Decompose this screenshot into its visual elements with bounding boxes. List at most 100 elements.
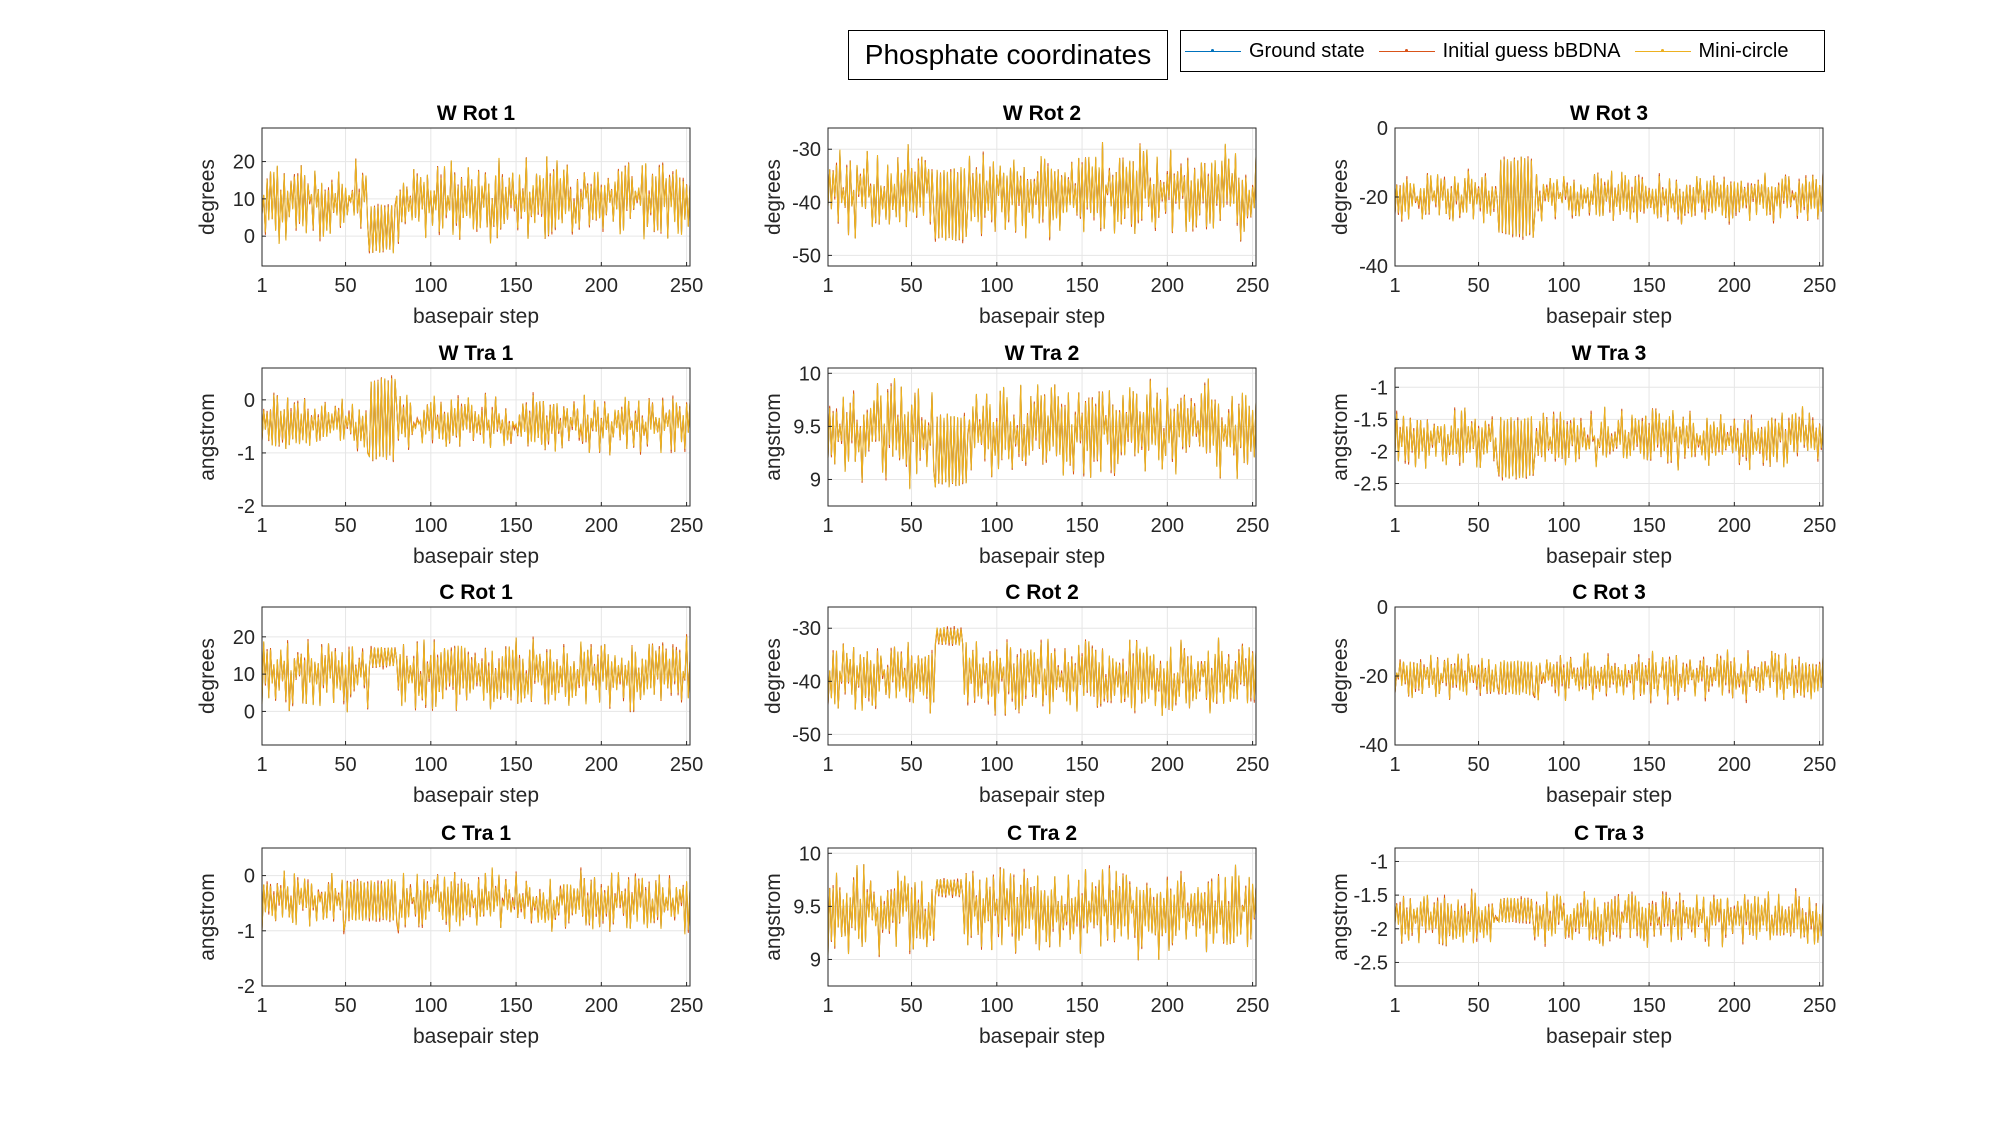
y-tick-label: -50: [792, 724, 821, 746]
y-tick-label: -1.5: [1354, 885, 1388, 907]
axes-box: [827, 606, 1257, 746]
x-tick-label: 50: [900, 754, 922, 776]
x-tick-label: 200: [585, 995, 618, 1017]
x-tick-label: 100: [980, 995, 1013, 1017]
y-axis-label: degrees: [1329, 159, 1352, 235]
x-tick-label: 250: [670, 515, 703, 537]
x-tick-label: 100: [1547, 754, 1580, 776]
x-tick-label: 50: [334, 754, 356, 776]
plot-area-w-tra-1: [262, 368, 690, 506]
series-mini-circle-line: [261, 156, 691, 254]
y-axis-label: degrees: [196, 159, 219, 235]
x-tick-label: 150: [499, 275, 532, 297]
x-tick-label: 250: [1803, 995, 1836, 1017]
y-tick-label: 0: [1377, 118, 1388, 140]
series-mini-circle-line: [261, 636, 691, 713]
series-mini-circle-line: [1394, 649, 1824, 703]
x-tick-label: 100: [1547, 275, 1580, 297]
y-axis-label: angstrom: [196, 393, 219, 481]
figure-title: Phosphate coordinates: [848, 30, 1168, 80]
x-tick-label: 250: [670, 754, 703, 776]
x-tick-label: 200: [1718, 995, 1751, 1017]
y-tick-label: -30: [792, 618, 821, 640]
y-tick-label: -20: [1359, 666, 1388, 688]
x-axis-label: basepair step: [413, 545, 539, 568]
legend-line-ground-state: [1185, 48, 1241, 52]
axes-box: [1394, 367, 1824, 507]
y-tick-label: -30: [792, 139, 821, 161]
x-tick-label: 150: [499, 754, 532, 776]
y-tick-label: -1: [237, 921, 255, 943]
subplot-title: W Rot 2: [1003, 102, 1081, 125]
y-tick-label: 0: [244, 226, 255, 248]
subplot-title: W Tra 1: [439, 342, 514, 365]
axes-box: [261, 606, 691, 746]
y-tick-label: 10: [233, 189, 255, 211]
y-tick-label: -40: [792, 192, 821, 214]
x-tick-label: 250: [1236, 995, 1269, 1017]
x-tick-label: 250: [1803, 515, 1836, 537]
x-tick-label: 50: [900, 275, 922, 297]
series-mini-circle-line: [261, 867, 691, 935]
y-tick-label: 0: [244, 390, 255, 412]
x-tick-label: 150: [1065, 515, 1098, 537]
y-tick-label: 10: [799, 363, 821, 385]
y-tick-label: 9.5: [793, 896, 821, 918]
x-tick-label: 100: [980, 275, 1013, 297]
x-tick-label: 50: [1467, 275, 1489, 297]
legend-line-mini-circle: [1634, 48, 1691, 52]
axes-box: [827, 127, 1257, 267]
x-tick-label: 200: [1151, 515, 1184, 537]
x-tick-label: 150: [1632, 754, 1665, 776]
subplot-title: W Tra 3: [1572, 342, 1647, 365]
x-tick-label: 150: [1632, 995, 1665, 1017]
legend-label-initial-guess: Initial guess bBDNA: [1442, 39, 1621, 62]
axes-box: [261, 847, 691, 987]
x-tick-label: 1: [822, 754, 833, 776]
y-tick-label: 0: [244, 866, 255, 888]
subplot-title: C Rot 2: [1005, 581, 1079, 604]
x-tick-label: 250: [1803, 754, 1836, 776]
y-tick-label: 9: [810, 949, 821, 971]
y-tick-label: -40: [1359, 735, 1388, 757]
x-tick-label: 250: [1236, 754, 1269, 776]
x-tick-label: 1: [256, 515, 267, 537]
axes-box: [261, 367, 691, 507]
x-tick-label: 50: [900, 995, 922, 1017]
y-axis-label: degrees: [1329, 638, 1352, 714]
y-axis-label: degrees: [196, 638, 219, 714]
legend-item-initial-guess: Initial guess bBDNA: [1378, 39, 1621, 63]
subplot-title: C Rot 1: [439, 581, 513, 604]
y-tick-label: -2.5: [1354, 952, 1388, 974]
x-axis-label: basepair step: [979, 545, 1105, 568]
series-mini-circle-line: [827, 142, 1257, 241]
x-tick-label: 50: [1467, 754, 1489, 776]
y-tick-label: -40: [1359, 256, 1388, 278]
x-tick-label: 100: [414, 275, 447, 297]
x-tick-label: 250: [1236, 515, 1269, 537]
x-tick-label: 150: [1065, 275, 1098, 297]
x-tick-label: 150: [499, 515, 532, 537]
x-axis-label: basepair step: [1546, 305, 1672, 328]
x-tick-label: 100: [1547, 515, 1580, 537]
y-tick-label: -1: [237, 443, 255, 465]
y-axis-label: degrees: [762, 638, 785, 714]
y-tick-label: 9.5: [793, 416, 821, 438]
y-tick-label: 9: [810, 469, 821, 491]
x-tick-label: 100: [414, 754, 447, 776]
x-tick-label: 1: [256, 754, 267, 776]
y-axis-label: angstrom: [762, 873, 785, 961]
x-tick-label: 200: [1718, 275, 1751, 297]
y-tick-label: 0: [244, 701, 255, 723]
legend-item-ground-state: Ground state: [1185, 40, 1365, 63]
x-tick-label: 50: [1467, 995, 1489, 1017]
x-tick-label: 100: [980, 754, 1013, 776]
x-tick-label: 200: [1718, 754, 1751, 776]
x-tick-label: 1: [1389, 995, 1400, 1017]
x-tick-label: 1: [1389, 275, 1400, 297]
y-tick-label: 20: [233, 627, 255, 649]
series-mini-circle-line: [827, 627, 1257, 717]
y-tick-label: -1: [1370, 377, 1388, 399]
subplot-title: C Tra 3: [1574, 822, 1644, 845]
x-tick-label: 200: [585, 515, 618, 537]
